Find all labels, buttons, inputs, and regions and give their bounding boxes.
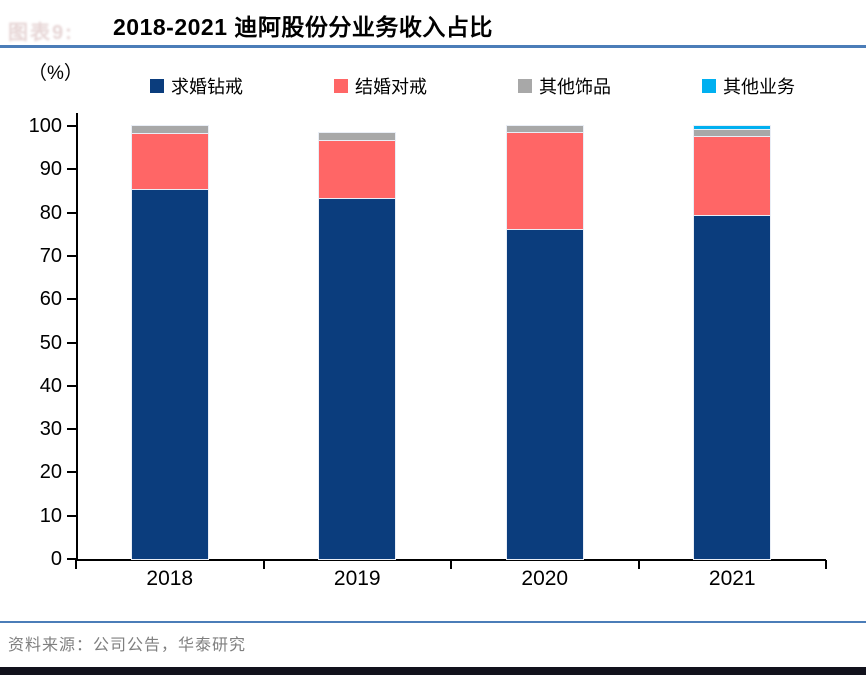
- bar-segment-2018-其他饰品: [131, 126, 208, 134]
- legend-swatch-icon: [334, 79, 348, 93]
- legend-item-结婚对戒: 结婚对戒: [334, 73, 427, 99]
- x-axis-tick-mark: [637, 560, 640, 569]
- bar-segment-2020-结婚对戒: [506, 132, 583, 230]
- x-axis-tick-mark: [75, 560, 77, 569]
- header-divider-line: [0, 45, 866, 48]
- footer-divider-line: [0, 621, 866, 623]
- y-axis-line: [76, 113, 78, 560]
- x-axis-tick-mark: [262, 560, 265, 569]
- bar-segment-2021-求婚钻戒: [694, 215, 771, 559]
- x-axis-tick-mark: [825, 560, 827, 569]
- bar-segment-2020-其他饰品: [506, 126, 583, 133]
- legend-label: 求婚钻戒: [171, 77, 243, 97]
- page-bottom-band: [0, 667, 866, 675]
- y-axis-tick-mark: [67, 558, 76, 560]
- legend-label: 其他饰品: [539, 77, 611, 97]
- figure-number-label: 图表9:: [8, 22, 74, 44]
- y-axis-tick-mark: [67, 125, 76, 127]
- y-axis-tick-label: 100: [28, 115, 62, 137]
- y-axis-tick-mark: [67, 254, 76, 257]
- legend-swatch-icon: [518, 79, 532, 93]
- y-axis-tick-label: 80: [39, 201, 62, 224]
- legend-label: 其他业务: [723, 77, 795, 97]
- y-axis-unit-label: （%）: [28, 63, 83, 84]
- y-axis-tick-mark: [67, 211, 76, 214]
- bar-segment-2021-结婚对戒: [694, 136, 771, 216]
- bar-segment-2018-求婚钻戒: [131, 188, 208, 559]
- legend-swatch-icon: [150, 79, 164, 93]
- legend-item-其他饰品: 其他饰品: [518, 73, 611, 99]
- y-axis-tick-label: 20: [39, 461, 62, 484]
- bar-segment-2020-求婚钻戒: [506, 229, 583, 559]
- x-axis-category-label: 2019: [333, 567, 381, 590]
- bar-segment-2018-结婚对戒: [131, 133, 208, 189]
- chart-legend: 求婚钻戒 结婚对戒 其他饰品 其他业务: [150, 74, 795, 98]
- y-axis-tick-mark: [67, 428, 76, 431]
- y-axis-tick-mark: [67, 384, 76, 387]
- y-axis-tick-label: 50: [39, 331, 62, 354]
- y-axis-tick-mark: [67, 514, 76, 517]
- legend-label: 结婚对戒: [355, 77, 427, 97]
- chart-title: 2018-2021 迪阿股份分业务收入占比: [113, 14, 493, 40]
- legend-swatch-icon: [702, 79, 716, 93]
- y-axis-tick-mark: [67, 341, 76, 344]
- bar-segment-2021-其他业务: [694, 126, 771, 130]
- y-axis-tick-label: 0: [50, 548, 62, 570]
- y-axis-tick-mark: [67, 298, 76, 301]
- y-axis-tick-label: 30: [39, 418, 62, 441]
- bar-segment-2019-结婚对戒: [319, 139, 396, 199]
- x-axis-category-label: 2020: [521, 567, 569, 590]
- legend-item-其他业务: 其他业务: [702, 73, 795, 99]
- y-axis-tick-label: 40: [39, 374, 62, 397]
- bar-segment-2019-求婚钻戒: [319, 198, 396, 559]
- x-axis-category-label: 2021: [708, 567, 756, 590]
- y-axis-tick-label: 90: [39, 158, 62, 181]
- bar-segment-2019-其他饰品: [319, 133, 396, 140]
- source-note: 资料来源：公司公告，华泰研究: [8, 637, 247, 654]
- y-axis-tick-mark: [67, 471, 76, 474]
- y-axis-tick-label: 10: [39, 504, 62, 527]
- x-axis-category-label: 2018: [146, 567, 194, 590]
- y-axis-tick-mark: [67, 168, 76, 171]
- legend-item-求婚钻戒: 求婚钻戒: [150, 73, 243, 99]
- y-axis-tick-label: 70: [39, 244, 62, 267]
- y-axis-tick-label: 60: [39, 288, 62, 311]
- x-axis-tick-mark: [450, 560, 452, 569]
- bar-segment-2021-其他饰品: [694, 129, 771, 137]
